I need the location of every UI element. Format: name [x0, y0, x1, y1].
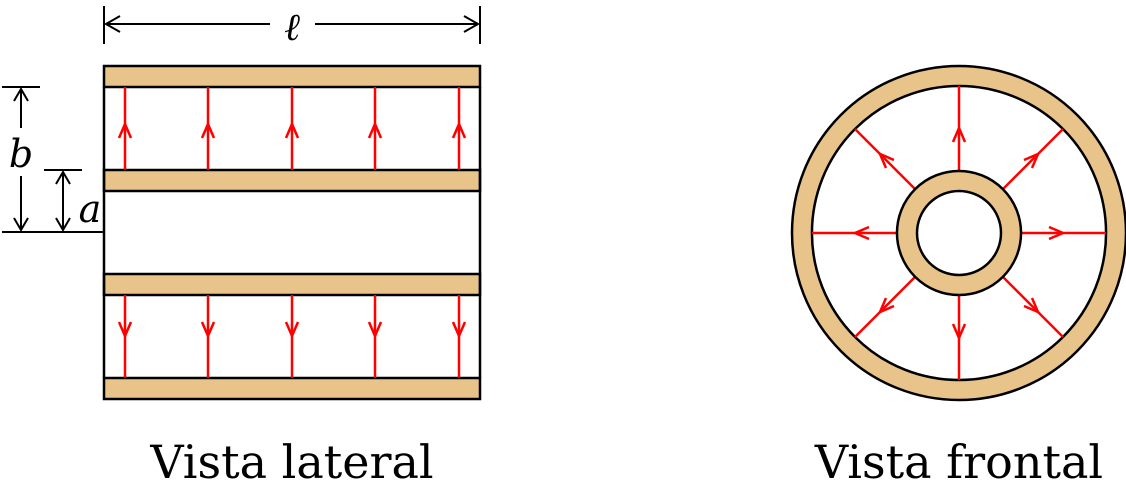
field-line-radial: [951, 86, 967, 171]
lower-field-lines: [117, 295, 467, 378]
inner-conductor-top: [102, 168, 482, 193]
outer-radius-dimension: [2, 86, 104, 233]
length-label: ℓ: [284, 5, 300, 49]
field-line-radial: [1002, 128, 1064, 190]
side-view-caption: Vista lateral: [149, 435, 433, 487]
field-line-radial: [1021, 225, 1106, 241]
field-line-up: [451, 87, 467, 170]
front-view-caption: Vista frontal: [814, 435, 1103, 487]
field-line-down: [367, 295, 383, 378]
field-line-radial: [812, 225, 897, 241]
field-line-up: [367, 87, 383, 170]
upper-field-lines: [117, 87, 467, 170]
inner-conductor-ring: [895, 169, 1023, 297]
front-view: Vista frontal: [790, 64, 1126, 487]
inner-conductor-bottom: [102, 272, 482, 297]
inner-radius-label: a: [79, 187, 102, 231]
field-line-radial: [1002, 276, 1064, 338]
field-line-up: [200, 87, 216, 170]
field-line-down: [117, 295, 133, 378]
outer-radius-label: b: [9, 132, 33, 176]
field-line-radial: [854, 128, 916, 190]
side-view: ℓ: [2, 5, 482, 487]
field-line-down: [200, 295, 216, 378]
inner-radius-dimension: [44, 169, 82, 232]
outer-conductor-top: [102, 64, 482, 89]
field-line-down: [284, 295, 300, 378]
field-line-up: [117, 87, 133, 170]
radial-field-lines: [812, 86, 1106, 380]
outer-conductor-bottom: [102, 376, 482, 401]
field-line-down: [451, 295, 467, 378]
length-dimension: ℓ: [103, 5, 481, 49]
field-line-radial: [951, 295, 967, 380]
field-line-up: [284, 87, 300, 170]
field-line-radial: [854, 276, 916, 338]
